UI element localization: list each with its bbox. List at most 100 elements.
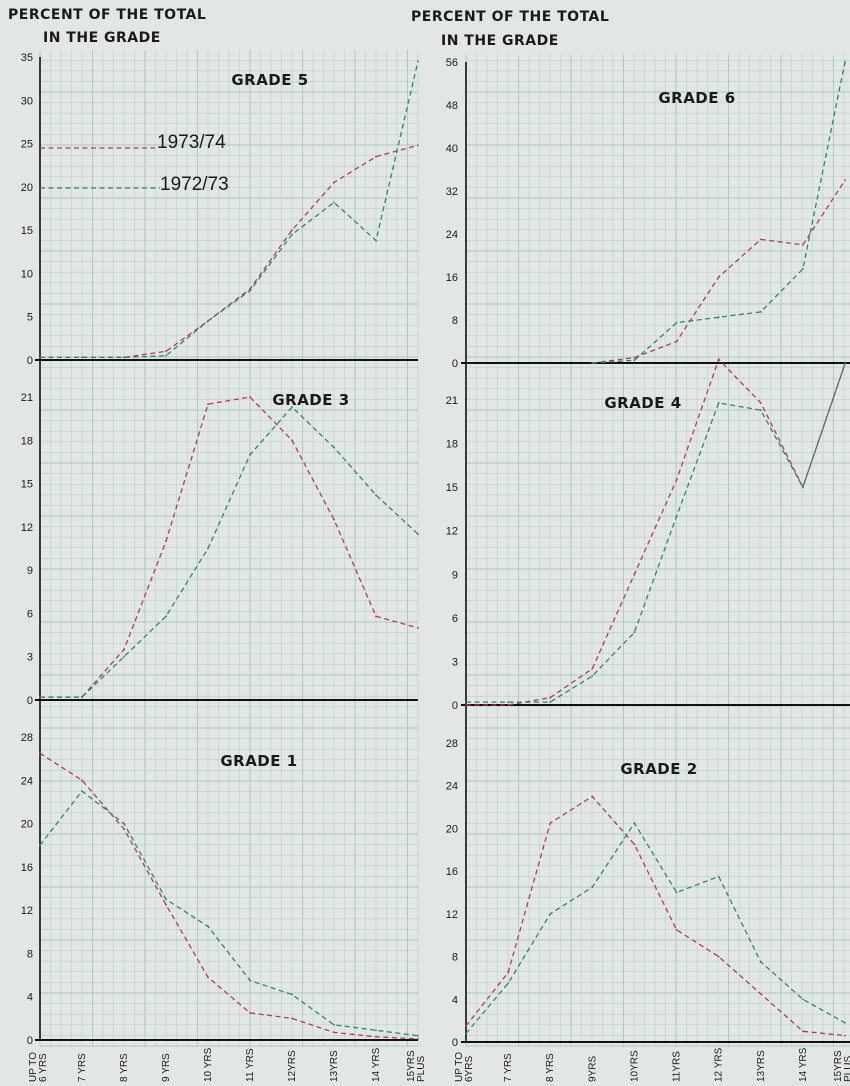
data-point-g1 (291, 1017, 293, 1020)
data-point-g2 (591, 886, 594, 889)
series-line-g3-1972 (40, 406, 419, 698)
x-tick-label-g2: 8 YRS (545, 1053, 556, 1082)
y-tick-label-g6: 32 (446, 186, 458, 198)
data-point-g2 (549, 822, 552, 824)
data-point-g6 (675, 340, 678, 343)
y-tick-label-g6: 24 (446, 229, 458, 241)
y-tick-label-g2: 8 (452, 952, 458, 964)
data-point-g3 (333, 446, 335, 449)
data-point-g6 (633, 356, 636, 359)
data-point-g1 (249, 1012, 251, 1014)
data-point-g4 (549, 696, 552, 699)
y-tick-label-g4: 3 (452, 656, 458, 668)
data-point-g6 (717, 276, 720, 278)
data-point-g3 (375, 494, 377, 496)
y-tick-label-g2: 12 (446, 909, 458, 921)
y-tick-label-g4: 15 (446, 482, 458, 494)
y-tick-label-g4: 6 (452, 613, 458, 625)
y-tick-label-g4: 12 (446, 526, 458, 538)
series-line-g5-1972 (40, 61, 419, 359)
x-tick-label-g2: UP TO (454, 1052, 465, 1082)
y-tick-label-g3: 12 (21, 522, 33, 534)
x-tick-label-g2: 12 YRS (714, 1047, 725, 1082)
series-line-g4-1972 (466, 363, 846, 703)
header-left-line2: IN THE GRADE (43, 30, 161, 46)
x-tick-label-g2: 11YRS (672, 1051, 683, 1082)
series-line-g1-1972 (39, 790, 419, 1037)
panel-title-g5: GRADE 5 (231, 71, 308, 89)
data-point-g4 (675, 515, 678, 518)
data-point-g4 (465, 701, 467, 703)
x-tick-label-g1: 8 YRS (119, 1053, 130, 1082)
y-tick-label-g3: 21 (21, 392, 33, 404)
data-point-g4 (717, 402, 720, 404)
series-line-g4-1973 (466, 358, 846, 706)
y-tick-label-g1: 12 (21, 905, 33, 917)
series-line-g2-1973 (465, 795, 846, 1037)
data-point-g6 (802, 268, 804, 270)
data-point-g3 (123, 655, 125, 658)
panel-title-g1: GRADE 1 (220, 752, 297, 770)
data-point-g2 (507, 982, 509, 985)
data-point-g1 (123, 828, 125, 830)
x-tick-label-g1: 9 YRS (161, 1053, 172, 1082)
data-point-g3 (207, 403, 209, 406)
data-point-g6 (591, 362, 594, 364)
data-point-g5 (291, 233, 293, 236)
data-point-g3 (417, 533, 419, 535)
data-point-g3 (291, 439, 293, 442)
x-tick-label-g2: 13YRS (756, 1050, 767, 1082)
data-point-g3 (165, 615, 167, 618)
data-point-g1 (207, 925, 209, 928)
panel-title-g6: GRADE 6 (658, 89, 735, 107)
data-point-g2 (717, 955, 720, 958)
x-tick-label-g2: 14 YRS (798, 1047, 809, 1082)
data-point-g4 (591, 675, 594, 677)
data-point-g5 (81, 356, 83, 359)
x-tick-label-g2: PLUS (843, 1056, 850, 1082)
data-point-g4 (633, 631, 636, 634)
y-tick-label-g5: 15 (21, 225, 33, 237)
y-tick-label-g1: 20 (21, 819, 33, 831)
data-point-g1 (291, 993, 293, 996)
data-point-g1 (417, 1038, 419, 1040)
y-tick-label-g6: 8 (452, 315, 458, 327)
x-tick-label-g2: 6YRS (464, 1056, 475, 1082)
header-left-line1: PERCENT OF THE TOTAL (8, 7, 206, 23)
data-point-g5 (165, 354, 167, 357)
data-point-g2 (844, 1034, 846, 1037)
data-point-g1 (165, 898, 167, 901)
panel-title-g4: GRADE 4 (604, 394, 681, 412)
x-tick-label-g1: 10 YRS (203, 1047, 214, 1082)
y-tick-label-g6: 48 (446, 100, 458, 112)
data-point-g5 (333, 181, 335, 184)
data-point-g2 (717, 875, 720, 878)
y-tick-label-g1: 8 (27, 948, 33, 960)
data-point-g2 (802, 998, 804, 1001)
data-point-g4 (591, 667, 594, 670)
y-tick-label-g6: 56 (446, 57, 458, 69)
data-point-g3 (249, 396, 251, 398)
y-tick-label-g2: 0 (452, 1037, 458, 1049)
data-point-g6 (717, 316, 720, 319)
data-point-g3 (207, 547, 209, 550)
data-point-g2 (675, 929, 678, 931)
data-point-g1 (39, 844, 41, 847)
x-tick-label-g1: 11 YRS (245, 1048, 256, 1082)
data-point-g2 (802, 1030, 804, 1033)
y-tick-label-g2: 28 (446, 738, 458, 750)
data-point-g3 (375, 615, 377, 618)
y-tick-label-g4: 18 (446, 439, 458, 451)
y-tick-label-g1: 4 (27, 992, 33, 1004)
y-tick-label-g1: 28 (21, 732, 33, 744)
data-point-g2 (633, 822, 636, 824)
x-tick-label-g1: UP TO (28, 1052, 39, 1082)
y-tick-label-g3: 3 (27, 652, 33, 664)
x-tick-label-g1: 7 YRS (77, 1053, 88, 1082)
data-point-g5 (333, 201, 335, 204)
data-point-g1 (207, 976, 209, 979)
data-point-g2 (675, 891, 678, 894)
data-point-g4 (717, 358, 720, 361)
data-point-g5 (417, 60, 419, 63)
